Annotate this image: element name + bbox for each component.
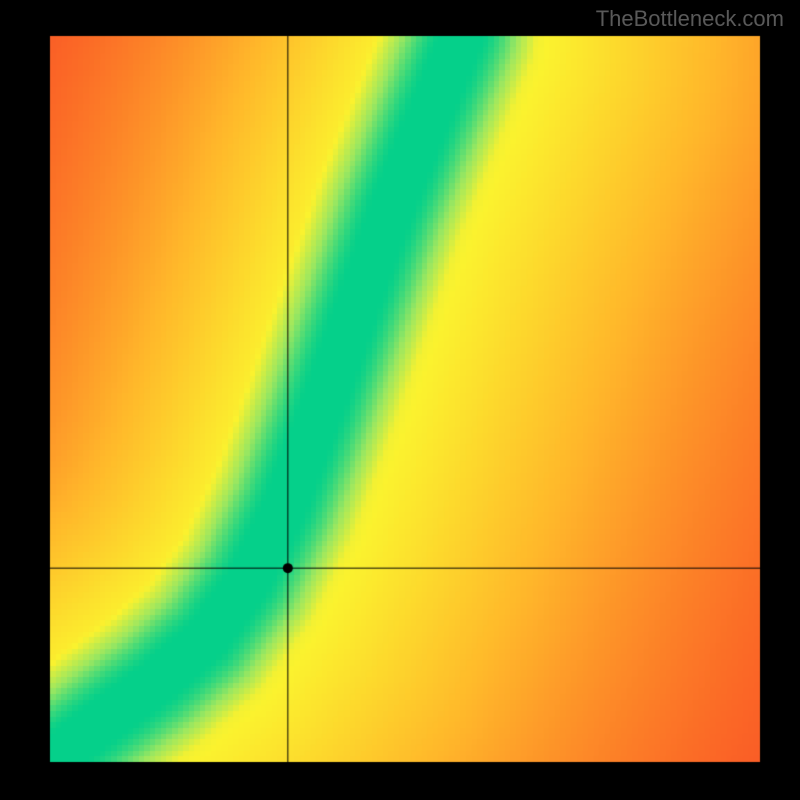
watermark-label: TheBottleneck.com (596, 6, 784, 32)
chart-container: TheBottleneck.com (0, 0, 800, 800)
heatmap-canvas (0, 0, 800, 800)
